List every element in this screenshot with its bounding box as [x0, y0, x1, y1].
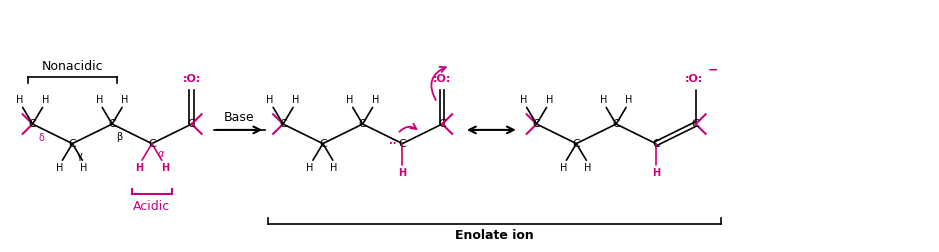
Text: H: H — [16, 94, 23, 105]
Text: ..: .. — [389, 136, 396, 146]
Text: H: H — [267, 94, 274, 105]
Text: :O:: :O: — [182, 74, 201, 84]
Text: H: H — [520, 94, 528, 105]
Text: C: C — [279, 119, 287, 129]
Text: H: H — [306, 163, 314, 173]
Text: H: H — [398, 168, 407, 178]
Text: H: H — [42, 94, 49, 105]
Text: H: H — [121, 94, 129, 105]
Text: δ: δ — [38, 133, 44, 143]
Text: H: H — [292, 94, 300, 105]
Text: C: C — [439, 119, 446, 129]
Text: C: C — [652, 139, 660, 149]
Text: C: C — [69, 139, 76, 149]
Text: H: H — [652, 168, 660, 178]
Text: C: C — [532, 119, 541, 129]
Text: H: H — [346, 94, 353, 105]
Text: H: H — [331, 163, 337, 173]
Text: H: H — [599, 94, 607, 105]
Text: Enolate ion: Enolate ion — [455, 229, 533, 242]
Text: C: C — [188, 119, 195, 129]
Text: Acidic: Acidic — [133, 200, 171, 213]
Text: C: C — [148, 139, 156, 149]
Text: H: H — [161, 163, 169, 173]
Text: α: α — [158, 149, 164, 159]
Text: C: C — [573, 139, 580, 149]
Text: −: − — [707, 64, 717, 77]
Text: H: H — [560, 163, 567, 173]
Text: β: β — [115, 132, 122, 142]
Text: Base: Base — [224, 111, 254, 124]
Text: C: C — [29, 119, 37, 129]
Text: C: C — [398, 139, 407, 149]
Text: Nonacidic: Nonacidic — [41, 60, 103, 73]
Text: :O:: :O: — [685, 74, 703, 84]
Text: C: C — [692, 119, 700, 129]
Text: H: H — [546, 94, 553, 105]
Text: H: H — [96, 94, 103, 105]
Text: C: C — [108, 119, 116, 129]
Text: H: H — [625, 94, 633, 105]
Text: C: C — [612, 119, 620, 129]
Text: C: C — [319, 139, 327, 149]
Text: H: H — [584, 163, 591, 173]
Text: γ: γ — [76, 151, 83, 161]
Text: H: H — [80, 163, 87, 173]
Text: H: H — [372, 94, 379, 105]
Text: :O:: :O: — [433, 74, 452, 84]
Text: H: H — [55, 163, 63, 173]
Text: C: C — [359, 119, 366, 129]
Text: H: H — [135, 163, 143, 173]
